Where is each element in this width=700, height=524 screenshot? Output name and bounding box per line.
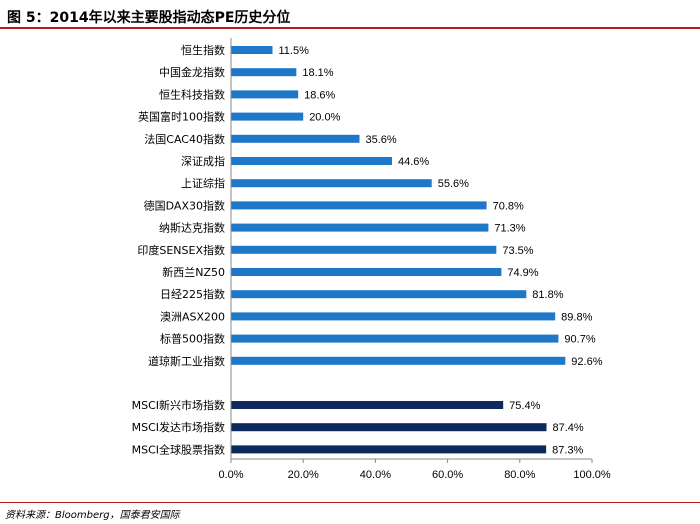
category-label: 澳洲ASX200 — [160, 310, 225, 323]
data-label: 18.1% — [302, 67, 333, 79]
category-label: 恒生科技指数 — [159, 87, 225, 101]
category-label: 日经225指数 — [160, 287, 225, 301]
category-label: 上证综指 — [181, 176, 225, 190]
x-tick-label: 20.0% — [288, 469, 319, 481]
bar — [231, 356, 566, 365]
category-label: 英国富时100指数 — [138, 110, 225, 124]
bar — [231, 423, 547, 432]
bar — [231, 268, 502, 276]
data-label: 11.5% — [279, 45, 310, 57]
bar — [231, 401, 504, 409]
bar — [231, 312, 556, 321]
category-label: 恒生指数 — [181, 43, 225, 57]
category-label: 德国DAX30指数 — [144, 198, 225, 212]
bar — [231, 290, 527, 299]
data-label: 74.9% — [507, 267, 538, 279]
data-label: 18.6% — [304, 89, 335, 101]
category-label: 法国CAC40指数 — [144, 132, 225, 146]
chart-title: 图 5：2014年以来主要股指动态PE历史分位 — [7, 10, 291, 26]
data-label: 55.6% — [438, 178, 469, 190]
x-tick-label: 80.0% — [504, 469, 535, 481]
x-tick-label: 0.0% — [218, 469, 243, 481]
data-label: 73.5% — [502, 245, 533, 257]
category-label: MSCI发达市场指数 — [132, 420, 225, 434]
category-label: 中国金龙指数 — [159, 65, 225, 79]
bar — [231, 201, 487, 210]
x-tick-label: 60.0% — [432, 469, 463, 481]
data-label: 90.7% — [564, 334, 595, 346]
data-label: 89.8% — [561, 311, 592, 323]
bar — [231, 179, 432, 188]
bar — [231, 46, 273, 54]
data-label: 20.0% — [309, 112, 340, 124]
x-tick-label: 40.0% — [360, 469, 391, 481]
category-label: 道琼斯工业指数 — [148, 354, 225, 368]
data-label: 92.6% — [571, 356, 602, 368]
category-label: 新西兰NZ50 — [162, 265, 225, 279]
data-label: 70.8% — [493, 200, 524, 212]
bar — [231, 157, 393, 165]
chart-header: 图 5：2014年以来主要股指动态PE历史分位 — [0, 0, 700, 30]
data-label: 71.3% — [494, 223, 525, 235]
data-label: 81.8% — [532, 289, 563, 301]
data-label: 35.6% — [366, 134, 397, 146]
data-label: 87.4% — [553, 422, 584, 434]
bar — [231, 134, 360, 143]
bar — [231, 68, 297, 77]
title-rule — [0, 27, 700, 29]
bar — [231, 245, 497, 254]
bar — [231, 90, 299, 99]
category-label: 标普500指数 — [160, 332, 225, 346]
bar-chart: 恒生指数 11.5% 中国金龙指数 18.1% 恒生科技指数 18.6% 英国富时100指数… — [132, 38, 611, 481]
source-note: 资料来源：Bloomberg，国泰君安国际 — [5, 510, 180, 521]
bar — [231, 445, 547, 454]
category-label: MSCI新兴市场指数 — [132, 398, 225, 412]
category-label: 纳斯达克指数 — [159, 221, 225, 235]
footer-rule — [0, 502, 700, 503]
category-label: MSCI全球股票指数 — [132, 442, 225, 456]
data-label: 87.3% — [552, 444, 583, 456]
category-label: 印度SENSEX指数 — [137, 243, 225, 257]
x-tick-label: 100.0% — [573, 469, 611, 481]
category-label: 深证成指 — [181, 154, 225, 168]
bar — [231, 334, 559, 343]
bar — [231, 223, 489, 232]
data-label: 44.6% — [398, 156, 429, 168]
data-label: 75.4% — [509, 400, 540, 412]
bar — [231, 112, 304, 121]
